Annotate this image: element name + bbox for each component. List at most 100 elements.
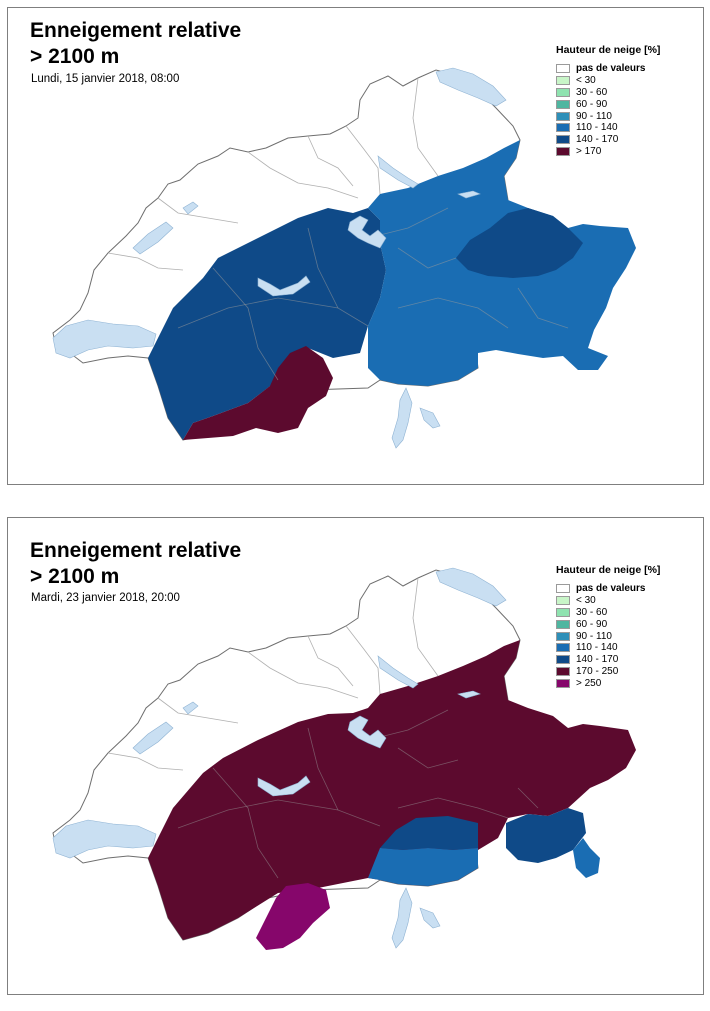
legend-swatch (556, 619, 570, 629)
legend-label: < 30 (576, 595, 596, 607)
legend-item: > 250 (556, 677, 660, 689)
region-poschiavo (573, 838, 600, 878)
legend-swatch (556, 135, 570, 145)
legend-item: 110 - 140 (556, 642, 660, 654)
map-date-1: Lundi, 15 janvier 2018, 08:00 (31, 73, 180, 85)
legend-swatch (556, 607, 570, 617)
region-upper-valais (183, 346, 333, 440)
region-ticino-north (380, 816, 478, 850)
lake-walen (457, 190, 481, 199)
legend-swatch (556, 584, 570, 594)
lake-maggiore (391, 387, 413, 449)
map-panel-2: Enneigement relative > 2100 m Mardi, 23 … (7, 517, 704, 995)
legend-swatch (556, 76, 570, 86)
map-panel-1: Enneigement relative > 2100 m Lundi, 15 … (7, 7, 704, 485)
lakes (52, 567, 507, 949)
title-line-1: Enneigement relative (30, 19, 242, 42)
legend-label: < 30 (576, 75, 596, 87)
legend-label: 30 - 60 (576, 86, 608, 98)
legend-label: 30 - 60 (576, 606, 608, 618)
lake-constance (435, 67, 507, 107)
region-west-alps (148, 208, 386, 440)
legend-label: pas de valeurs (576, 63, 646, 75)
lake-lugano (419, 907, 441, 929)
legend-item: 140 - 170 (556, 134, 660, 146)
legend-label: 60 - 90 (576, 98, 608, 110)
lake-lucerne (347, 215, 387, 249)
title-line-2: > 2100 m (30, 565, 120, 588)
lake-biel (182, 701, 199, 715)
legend-item: < 30 (556, 75, 660, 87)
canton-lines (107, 577, 439, 771)
legend-item: 30 - 60 (556, 607, 660, 619)
lake-maggiore (391, 887, 413, 949)
legend-title: Hauteur de neige [%] (556, 564, 661, 576)
legend-item: pas de valeurs (556, 63, 660, 75)
legend-label: 90 - 110 (576, 630, 612, 642)
lake-thun-brienz (257, 775, 311, 797)
region-alps-main (148, 640, 636, 940)
legend-swatch (556, 111, 570, 121)
snow-map-1 (52, 67, 636, 449)
snow-map-2 (52, 567, 636, 950)
legend-item: 30 - 60 (556, 87, 660, 99)
map-title-1: Enneigement relative > 2100 m (30, 18, 241, 70)
legend-swatch (556, 655, 570, 665)
region-ticino-south (368, 848, 478, 886)
legend-label: pas de valeurs (576, 583, 646, 595)
legend-label: 140 - 170 (576, 654, 619, 666)
region-lines (177, 207, 569, 381)
legend-label: 110 - 140 (576, 122, 618, 134)
legend-item: > 170 (556, 146, 660, 158)
legend-swatch (556, 631, 570, 641)
lake-thun-brienz (257, 275, 311, 297)
region-engadin (456, 208, 583, 278)
map-date-2: Mardi, 23 janvier 2018, 20:00 (31, 592, 180, 604)
lake-zurich (377, 155, 419, 189)
legend-swatch (556, 146, 570, 156)
legend-swatch (556, 643, 570, 653)
legend-swatch (556, 99, 570, 109)
legend-swatch (556, 596, 570, 606)
lakes (52, 67, 507, 449)
legend-item: pas de valeurs (556, 583, 660, 595)
lake-neuchatel (132, 221, 174, 255)
title-line-1: Enneigement relative (30, 539, 242, 562)
legend-label: 60 - 90 (576, 618, 608, 630)
lake-geneva (52, 819, 157, 859)
legend-item: 90 - 110 (556, 110, 660, 122)
legend-swatch (556, 123, 570, 133)
lake-zurich (377, 655, 419, 689)
legend-item: 140 - 170 (556, 654, 660, 666)
lake-lugano (419, 407, 441, 429)
legend-label: > 250 (576, 677, 602, 689)
legend-title: Hauteur de neige [%] (556, 44, 661, 56)
map-title-2: Enneigement relative > 2100 m (30, 538, 241, 590)
lake-walen (457, 690, 481, 699)
legend-swatch (556, 678, 570, 688)
legend-swatch (556, 666, 570, 676)
legend-swatch (556, 87, 570, 97)
canton-lines (107, 77, 439, 271)
region-southern-valais (256, 883, 330, 950)
legend-item: 60 - 90 (556, 98, 660, 110)
lake-biel (182, 201, 199, 215)
lake-lucerne (347, 715, 387, 749)
legend-swatch (556, 64, 570, 74)
legend-item: 60 - 90 (556, 618, 660, 630)
legend-label: 140 - 170 (576, 134, 619, 146)
lake-geneva (52, 319, 157, 359)
region-engadin (506, 808, 586, 863)
legend-2: Hauteur de neige [%] pas de valeurs < 30 3… (556, 564, 660, 689)
legend-1: Hauteur de neige [%] pas de valeurs < 30 3… (556, 44, 660, 157)
title-line-2: > 2100 m (30, 45, 120, 68)
legend-label: > 170 (576, 145, 602, 157)
lake-constance (435, 567, 507, 607)
legend-item: 170 - 250 (556, 666, 660, 678)
legend-item: 110 - 140 (556, 122, 660, 134)
legend-label: 90 - 110 (576, 110, 612, 122)
lake-neuchatel (132, 721, 174, 755)
legend-label: 170 - 250 (576, 665, 619, 677)
legend-item: 90 - 110 (556, 630, 660, 642)
legend-label: 110 - 140 (576, 642, 618, 654)
